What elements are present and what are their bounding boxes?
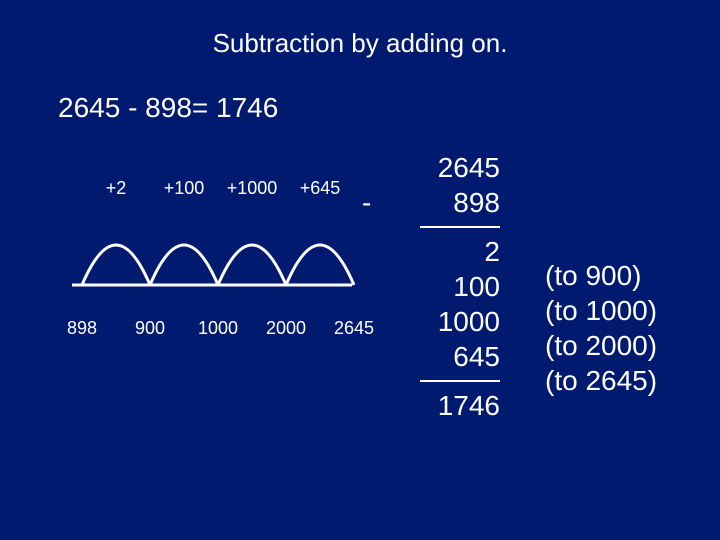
calc-row: 1000 [390, 304, 500, 339]
number-line-diagram: +2+100+1000+645898900100020002645 [52, 190, 372, 340]
calc-row: 2 [390, 234, 500, 269]
calculation-column: 2645898- 21001000645 1746 [390, 150, 500, 423]
calc-row: 645 [390, 339, 500, 374]
jump-label: +1000 [227, 178, 278, 199]
tick-label: 1000 [198, 318, 238, 339]
annotation-row: (to 1000) [545, 293, 657, 328]
minus-sign: - [362, 185, 371, 220]
tick-label: 2645 [334, 318, 374, 339]
jump-label: +100 [164, 178, 205, 199]
annotation-row: (to 900) [545, 258, 657, 293]
tick-label: 2000 [266, 318, 306, 339]
annotation-row: (to 2000) [545, 328, 657, 363]
equation-text: 2645 - 898= 1746 [58, 92, 278, 124]
calc-row: 2645 [390, 150, 500, 185]
calc-row: 1746 [390, 388, 500, 423]
annotation-row: (to 2645) [545, 363, 657, 398]
jump-label: +2 [106, 178, 127, 199]
tick-label: 900 [135, 318, 165, 339]
jump-label: +645 [300, 178, 341, 199]
slide-title: Subtraction by adding on. [0, 28, 720, 59]
calc-row: 898- [390, 185, 500, 220]
calc-row: 100 [390, 269, 500, 304]
tick-label: 898 [67, 318, 97, 339]
annotation-column: (to 900)(to 1000)(to 2000)(to 2645) [545, 258, 657, 398]
